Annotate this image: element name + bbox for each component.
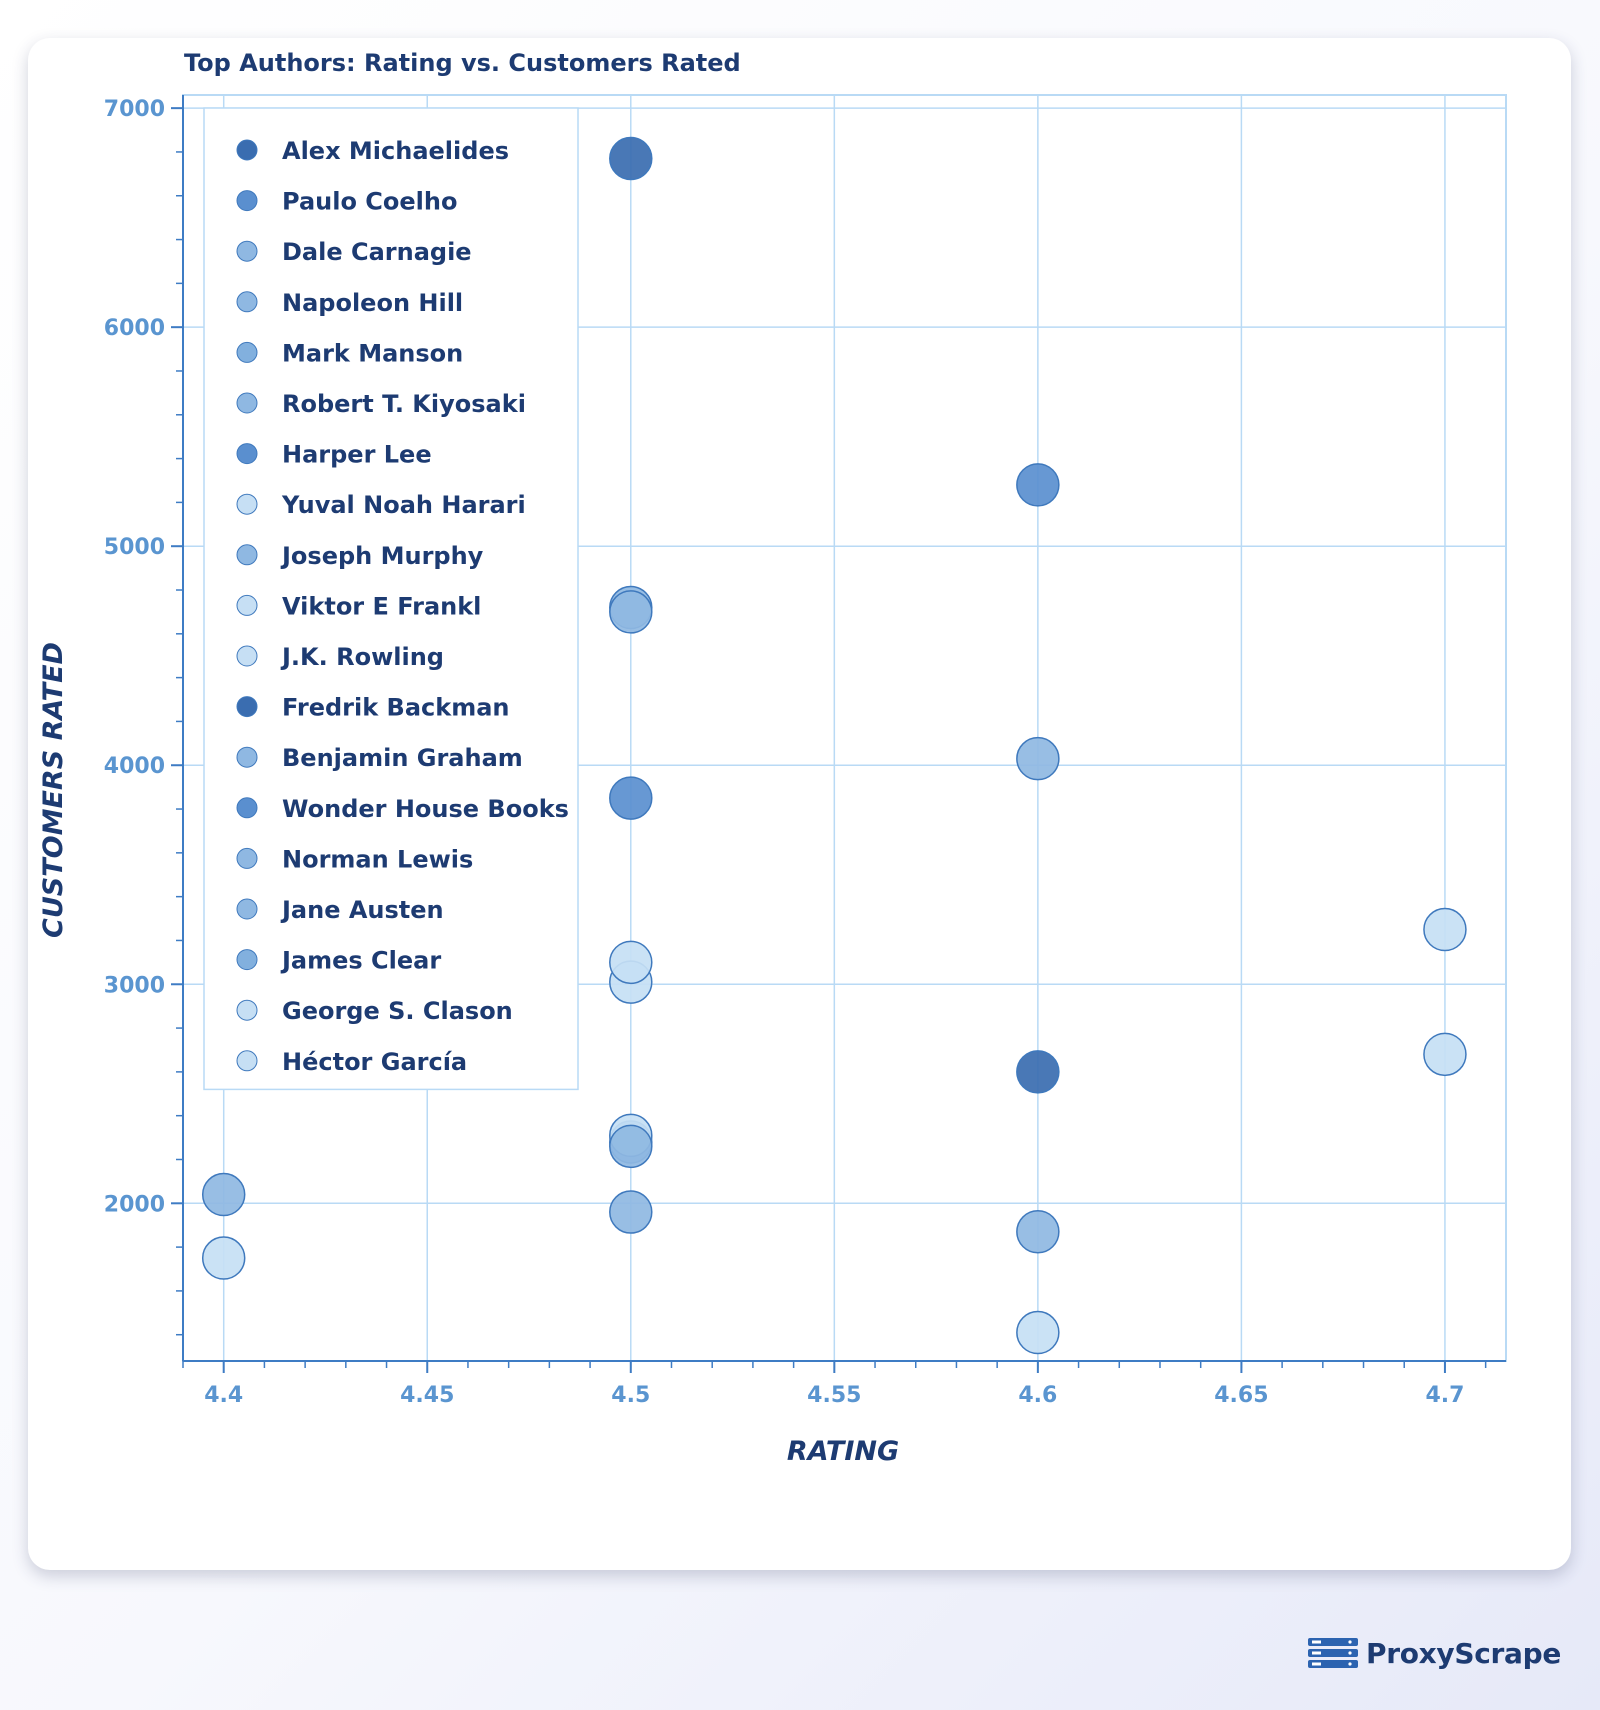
legend-marker bbox=[236, 746, 258, 768]
legend-marker bbox=[236, 544, 258, 566]
legend-marker bbox=[236, 696, 258, 718]
data-point[interactable] bbox=[609, 940, 653, 985]
legend-label: Wonder House Books bbox=[282, 795, 569, 823]
legend-label: George S. Clason bbox=[282, 997, 513, 1025]
legend-marker bbox=[236, 443, 258, 465]
legend-marker bbox=[236, 999, 258, 1021]
legend-label: Fredrik Backman bbox=[282, 694, 510, 722]
y-tick-label: 5000 bbox=[104, 535, 165, 560]
data-point[interactable] bbox=[1016, 736, 1060, 781]
x-tick-label: 4.65 bbox=[1214, 1383, 1268, 1408]
legend-label: Paulo Coelho bbox=[282, 188, 457, 216]
legend-marker bbox=[236, 594, 258, 616]
legend-label: Norman Lewis bbox=[282, 845, 473, 873]
legend-label: Viktor E Frankl bbox=[282, 592, 481, 620]
x-axis-label: RATING bbox=[787, 1436, 899, 1467]
y-tick-label: 7000 bbox=[104, 97, 165, 122]
proxyscrape-logo-icon bbox=[1308, 1638, 1358, 1668]
legend-label: Alex Michaelides bbox=[282, 137, 509, 165]
legend-marker bbox=[236, 797, 258, 819]
legend-label: Héctor García bbox=[282, 1048, 467, 1076]
legend-marker bbox=[236, 493, 258, 515]
data-point[interactable] bbox=[609, 1124, 653, 1169]
data-point[interactable] bbox=[609, 590, 653, 634]
legend-label: J.K. Rowling bbox=[280, 643, 444, 671]
y-axis-label: CUSTOMERS RATED bbox=[38, 642, 69, 938]
legend-label: Robert T. Kiyosaki bbox=[282, 390, 526, 418]
data-point[interactable] bbox=[1016, 463, 1060, 507]
legend-marker bbox=[236, 139, 258, 161]
legend-label: Dale Carnagie bbox=[282, 238, 472, 266]
legend-marker bbox=[236, 392, 258, 414]
data-point[interactable] bbox=[1016, 1210, 1060, 1254]
legend-label: Yuval Noah Harari bbox=[281, 491, 526, 519]
legend-marker bbox=[236, 190, 258, 212]
data-point[interactable] bbox=[201, 1172, 246, 1217]
x-tick-label: 4.55 bbox=[807, 1383, 861, 1408]
legend-label: Benjamin Graham bbox=[282, 744, 523, 772]
chart-title: Top Authors: Rating vs. Customers Rated bbox=[184, 49, 741, 77]
data-point[interactable] bbox=[1016, 1310, 1060, 1355]
x-tick-label: 4.45 bbox=[400, 1383, 454, 1408]
x-tick-label: 4.7 bbox=[1425, 1383, 1464, 1408]
legend-label: Napoleon Hill bbox=[282, 289, 463, 317]
legend-label: Joseph Murphy bbox=[280, 542, 484, 570]
legend-label: Harper Lee bbox=[282, 441, 432, 469]
legend-marker bbox=[236, 1050, 258, 1072]
x-tick-label: 4.4 bbox=[204, 1383, 243, 1408]
x-tick-label: 4.5 bbox=[611, 1383, 650, 1408]
y-tick-label: 2000 bbox=[104, 1192, 165, 1217]
scatter-chart: Top Authors: Rating vs. Customers Rated … bbox=[38, 49, 1507, 1467]
data-point[interactable] bbox=[609, 776, 653, 820]
legend-marker bbox=[236, 847, 258, 869]
legend-marker bbox=[236, 949, 258, 971]
data-point[interactable] bbox=[609, 136, 653, 181]
data-point[interactable] bbox=[609, 1190, 653, 1234]
data-point[interactable] bbox=[1016, 1050, 1060, 1094]
legend-label: James Clear bbox=[280, 947, 441, 975]
x-tick-label: 4.6 bbox=[1018, 1383, 1057, 1408]
legend-marker bbox=[236, 291, 258, 313]
data-point[interactable] bbox=[1423, 907, 1467, 952]
data-point[interactable] bbox=[1423, 1032, 1467, 1077]
y-tick-label: 6000 bbox=[104, 316, 165, 341]
legend-marker bbox=[236, 240, 258, 262]
legend-box bbox=[203, 107, 579, 1091]
chart-card: Top Authors: Rating vs. Customers Rated … bbox=[28, 38, 1571, 1570]
legend-label: Mark Manson bbox=[282, 339, 463, 367]
legend-marker bbox=[236, 645, 258, 667]
brand-logo: ProxyScrape bbox=[1308, 1636, 1561, 1670]
legend-marker bbox=[236, 898, 258, 920]
y-tick-label: 4000 bbox=[104, 754, 165, 779]
legend-label: Jane Austen bbox=[280, 896, 444, 924]
legend-marker bbox=[236, 341, 258, 363]
data-point[interactable] bbox=[201, 1236, 246, 1280]
brand-name: ProxyScrape bbox=[1366, 1636, 1562, 1670]
y-tick-label: 3000 bbox=[104, 973, 165, 998]
